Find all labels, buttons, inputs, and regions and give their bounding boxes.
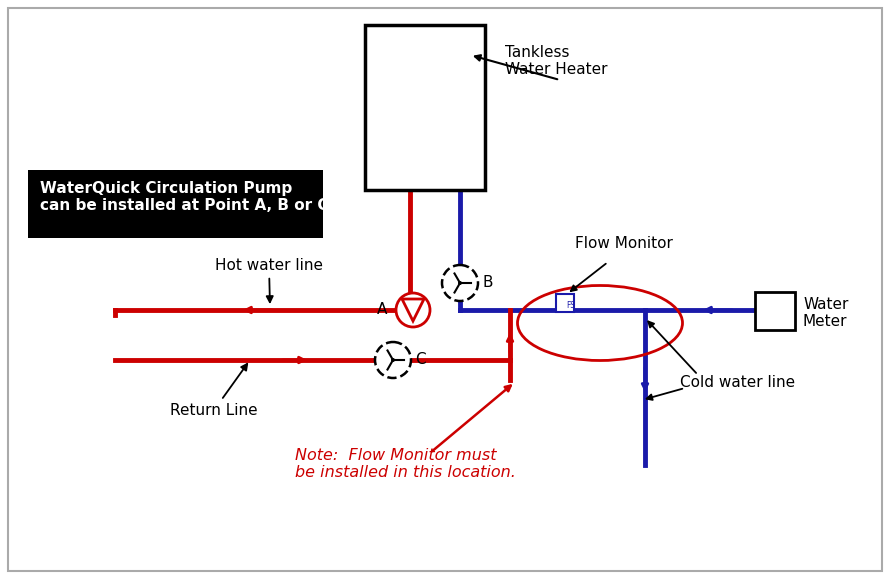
Bar bbox=[365, 25, 485, 190]
Bar bbox=[755, 292, 795, 330]
Text: B: B bbox=[482, 275, 492, 290]
Text: Water
Meter: Water Meter bbox=[803, 297, 848, 329]
Bar bbox=[556, 294, 574, 312]
Bar bbox=[28, 170, 323, 238]
Text: FS: FS bbox=[566, 302, 575, 310]
Text: WaterQuick Circulation Pump
can be installed at Point A, B or C: WaterQuick Circulation Pump can be insta… bbox=[40, 181, 328, 214]
Text: C: C bbox=[415, 352, 425, 367]
Text: A: A bbox=[376, 302, 387, 317]
Circle shape bbox=[391, 358, 395, 362]
Text: Cold water line: Cold water line bbox=[680, 375, 795, 390]
Circle shape bbox=[375, 342, 411, 378]
Circle shape bbox=[458, 281, 462, 285]
Text: Hot water line: Hot water line bbox=[215, 258, 323, 302]
Circle shape bbox=[396, 293, 430, 327]
Text: Tankless
Water Heater: Tankless Water Heater bbox=[505, 45, 608, 78]
Text: Flow Monitor: Flow Monitor bbox=[575, 236, 673, 251]
Circle shape bbox=[442, 265, 478, 301]
Text: Return Line: Return Line bbox=[170, 364, 257, 418]
Text: Note:  Flow Monitor must
be installed in this location.: Note: Flow Monitor must be installed in … bbox=[295, 448, 516, 481]
